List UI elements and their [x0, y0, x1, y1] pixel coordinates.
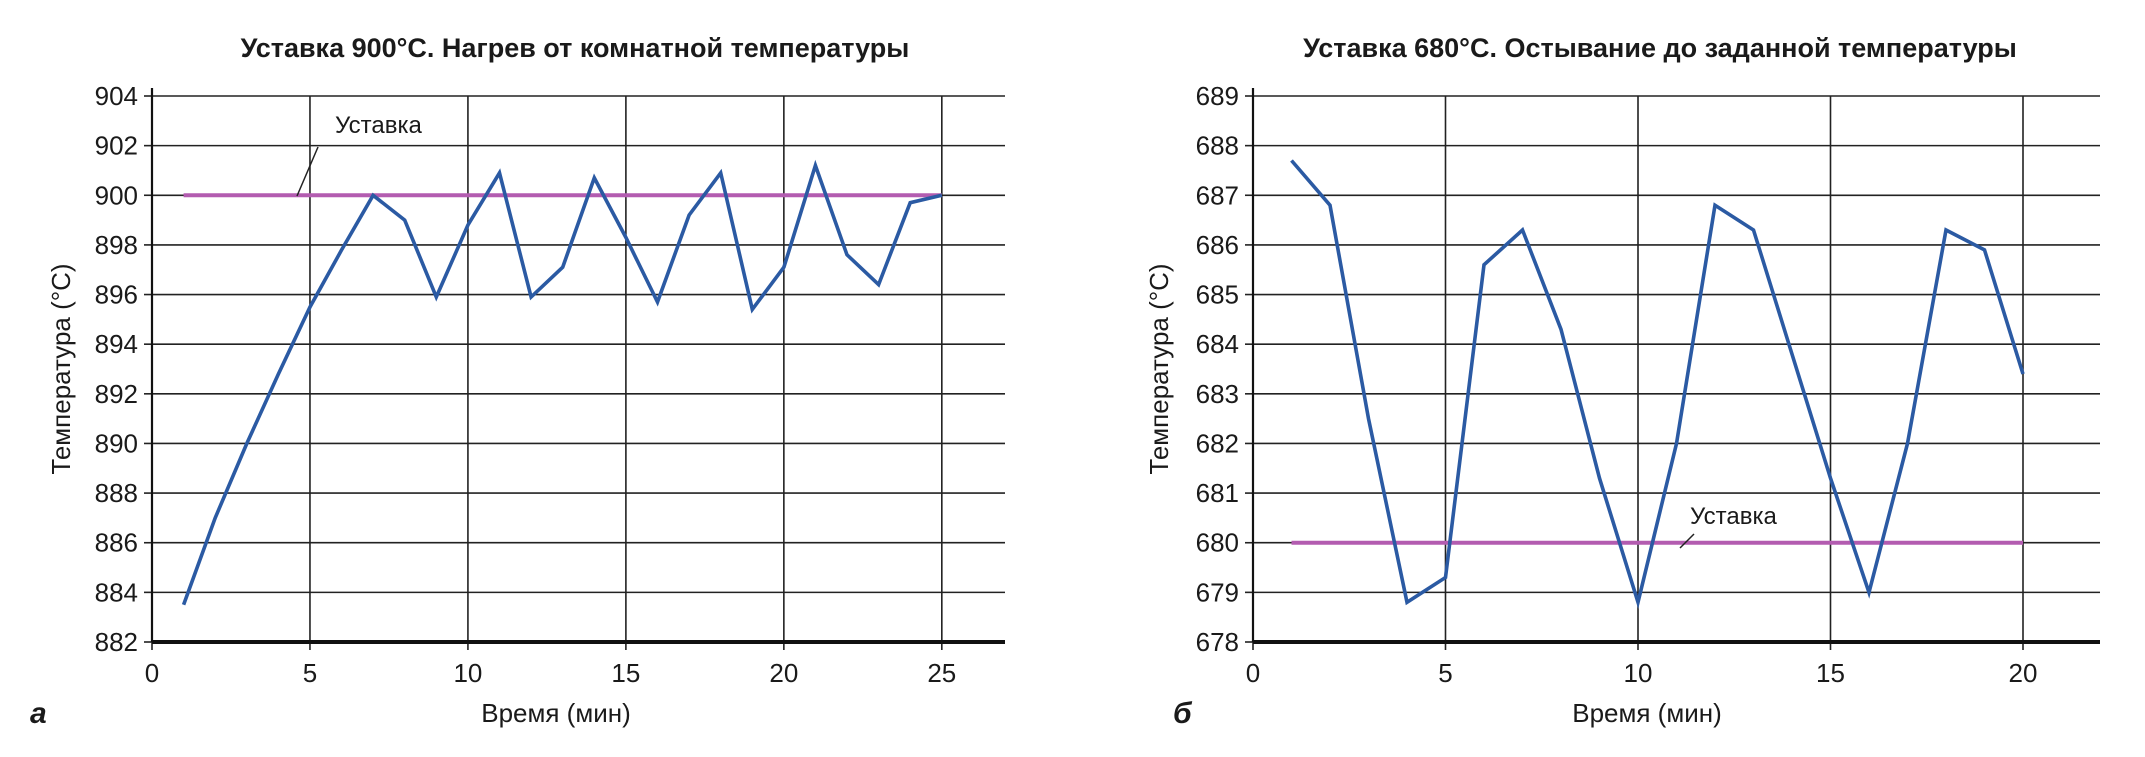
y-tick-label: 888: [95, 478, 138, 508]
y-tick-label: 884: [95, 577, 138, 607]
y-tick-label: 684: [1196, 329, 1239, 359]
x-tick-label: 20: [769, 658, 798, 688]
y-tick-label: 687: [1196, 180, 1239, 210]
y-tick-label: 892: [95, 379, 138, 409]
x-tick-label: 0: [145, 658, 159, 688]
annotation-label: Уставка: [1690, 503, 1777, 530]
y-tick-label: 688: [1196, 131, 1239, 161]
x-tick-label: 0: [1246, 658, 1260, 688]
y-tick-label: 685: [1196, 280, 1239, 310]
x-tick-label: 5: [1438, 658, 1452, 688]
chart-title: Уставка 900°С. Нагрев от комнатной темпе…: [241, 33, 910, 63]
y-axis-label: Температура (°С): [1144, 263, 1174, 474]
x-tick-label: 20: [2009, 658, 2038, 688]
y-tick-label: 898: [95, 230, 138, 260]
temperature-line: [181, 159, 943, 606]
x-axis-label: Время (мин): [481, 698, 631, 728]
y-tick-label: 679: [1196, 577, 1239, 607]
annotation-label: Уставка: [335, 112, 422, 139]
chart-panel-b: Уставка 680°С. Остывание до заданной тем…: [1144, 33, 2100, 730]
x-axis-label: Время (мин): [1572, 698, 1722, 728]
y-tick-label: 686: [1196, 230, 1239, 260]
y-tick-label: 680: [1196, 528, 1239, 558]
x-tick-label: 25: [927, 658, 956, 688]
y-tick-label: 683: [1196, 379, 1239, 409]
y-tick-label: 678: [1196, 627, 1239, 657]
y-tick-label: 886: [95, 528, 138, 558]
y-axis-label: Температура (°С): [46, 263, 76, 474]
panel-letter: б: [1173, 697, 1193, 730]
y-tick-label: 896: [95, 280, 138, 310]
y-tick-label: 689: [1196, 81, 1239, 111]
annotation-leader: [296, 146, 319, 197]
chart-panel-a: Уставка 900°С. Нагрев от комнатной темпе…: [30, 33, 1005, 730]
y-tick-label: 902: [95, 131, 138, 161]
y-tick-label: 882: [95, 627, 138, 657]
temperature-line: [1290, 159, 2025, 610]
y-tick-label: 894: [95, 329, 138, 359]
panel-letter: а: [30, 697, 47, 730]
x-tick-label: 10: [1624, 658, 1653, 688]
y-tick-label: 900: [95, 180, 138, 210]
x-tick-label: 5: [303, 658, 317, 688]
x-tick-label: 15: [611, 658, 640, 688]
y-tick-label: 681: [1196, 478, 1239, 508]
x-tick-label: 10: [453, 658, 482, 688]
annotation-leader: [1679, 533, 1695, 549]
y-tick-label: 890: [95, 428, 138, 458]
chart-title: Уставка 680°С. Остывание до заданной тем…: [1303, 33, 2017, 63]
y-tick-label: 682: [1196, 428, 1239, 458]
x-tick-label: 15: [1816, 658, 1845, 688]
y-tick-label: 904: [95, 81, 138, 111]
